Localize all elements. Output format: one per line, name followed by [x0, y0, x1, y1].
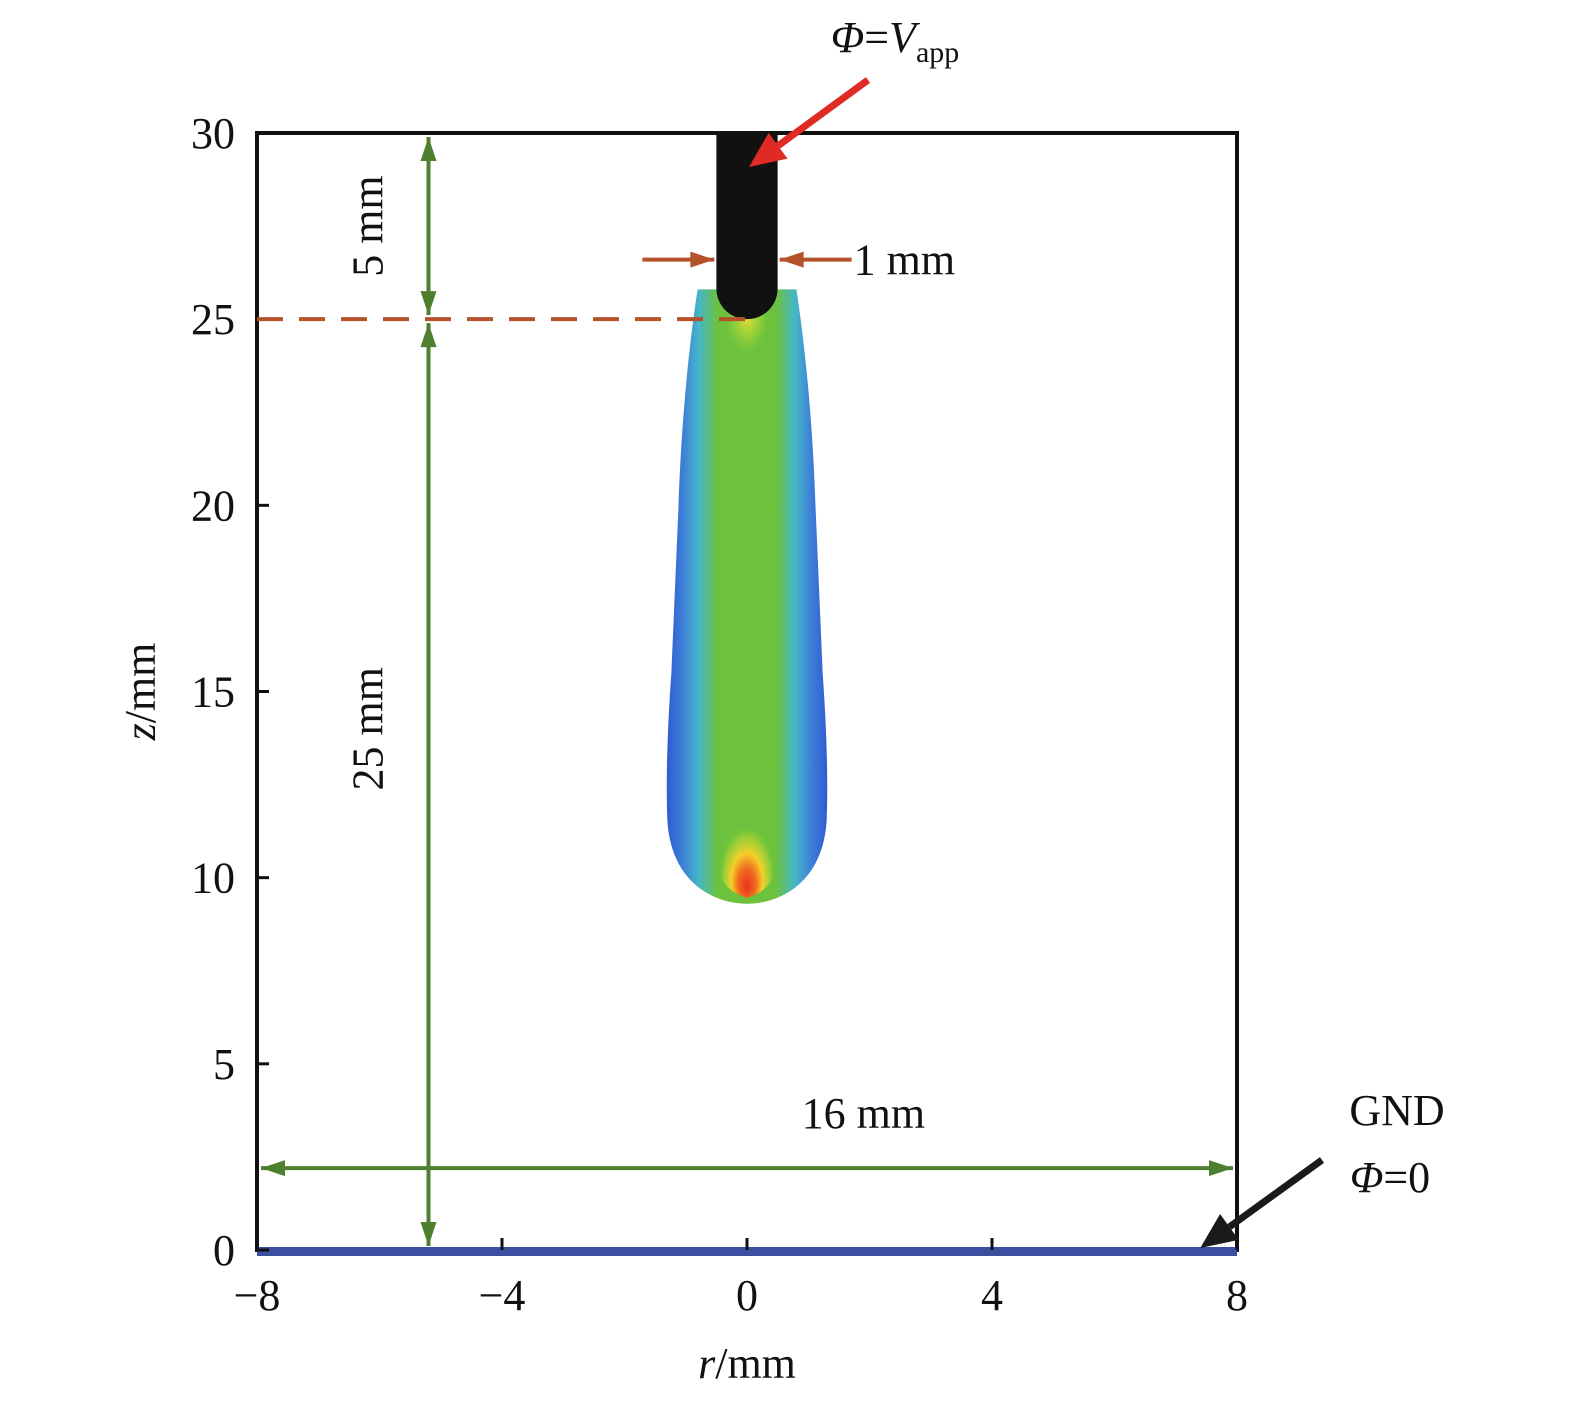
y-tick-label: 30 — [191, 109, 235, 158]
gap-top-label: 5 mm — [344, 175, 393, 276]
total-width-label: 16 mm — [802, 1089, 925, 1138]
y-tick-label: 5 — [213, 1040, 235, 1089]
ground-arrow-shaft — [1227, 1157, 1325, 1230]
electrode-width-arrow-right — [779, 251, 804, 268]
electrode-width-arrow-left — [690, 251, 715, 268]
needle-electrode — [716, 133, 778, 320]
applied-voltage-label: Φ=Vapp — [831, 13, 960, 69]
x-axis-title: r/mm — [698, 1339, 796, 1388]
gap-top-arrow-down — [420, 291, 437, 316]
gap-main-label: 25 mm — [344, 667, 393, 790]
electrode-width-label: 1 mm — [854, 236, 955, 285]
ground-arrow-head — [1200, 1213, 1239, 1248]
y-axis-title: z/mm — [116, 643, 165, 742]
y-tick-label: 20 — [191, 481, 235, 530]
x-tick-label: −4 — [479, 1271, 526, 1320]
ground-plane — [257, 1247, 1237, 1256]
y-tick-label: 15 — [191, 668, 235, 717]
ground-potential-label: Φ=0 — [1350, 1153, 1430, 1202]
x-tick-label: 8 — [1226, 1271, 1248, 1320]
y-tick-label: 25 — [191, 295, 235, 344]
applied-voltage-arrow-shaft — [775, 77, 871, 149]
width-arrow-right — [1209, 1160, 1233, 1177]
discharge-body — [666, 289, 828, 904]
dimension-annotations — [257, 137, 1233, 1246]
discharge-plasma — [666, 289, 828, 904]
y-tick-label: 0 — [213, 1226, 235, 1275]
discharge-top-glow — [723, 301, 771, 382]
ground-label: GND — [1349, 1086, 1444, 1135]
width-arrow-left — [261, 1160, 285, 1177]
gap-top-arrow-up — [420, 137, 437, 161]
x-axis-ticks: −8 −4 0 4 8 — [234, 1238, 1248, 1320]
x-tick-label: 0 — [736, 1271, 758, 1320]
x-tick-label: 4 — [981, 1271, 1003, 1320]
y-axis-ticks: 0 5 10 15 20 25 30 — [191, 109, 269, 1275]
gap-main-arrow-down — [420, 1222, 437, 1246]
applied-voltage-arrow-head — [749, 132, 788, 167]
discharge-hotspot — [718, 795, 776, 898]
gap-main-arrow-up — [420, 323, 437, 348]
y-tick-label: 10 — [191, 854, 235, 903]
pointer-arrows — [749, 77, 1325, 1248]
x-tick-label: −8 — [234, 1271, 281, 1320]
